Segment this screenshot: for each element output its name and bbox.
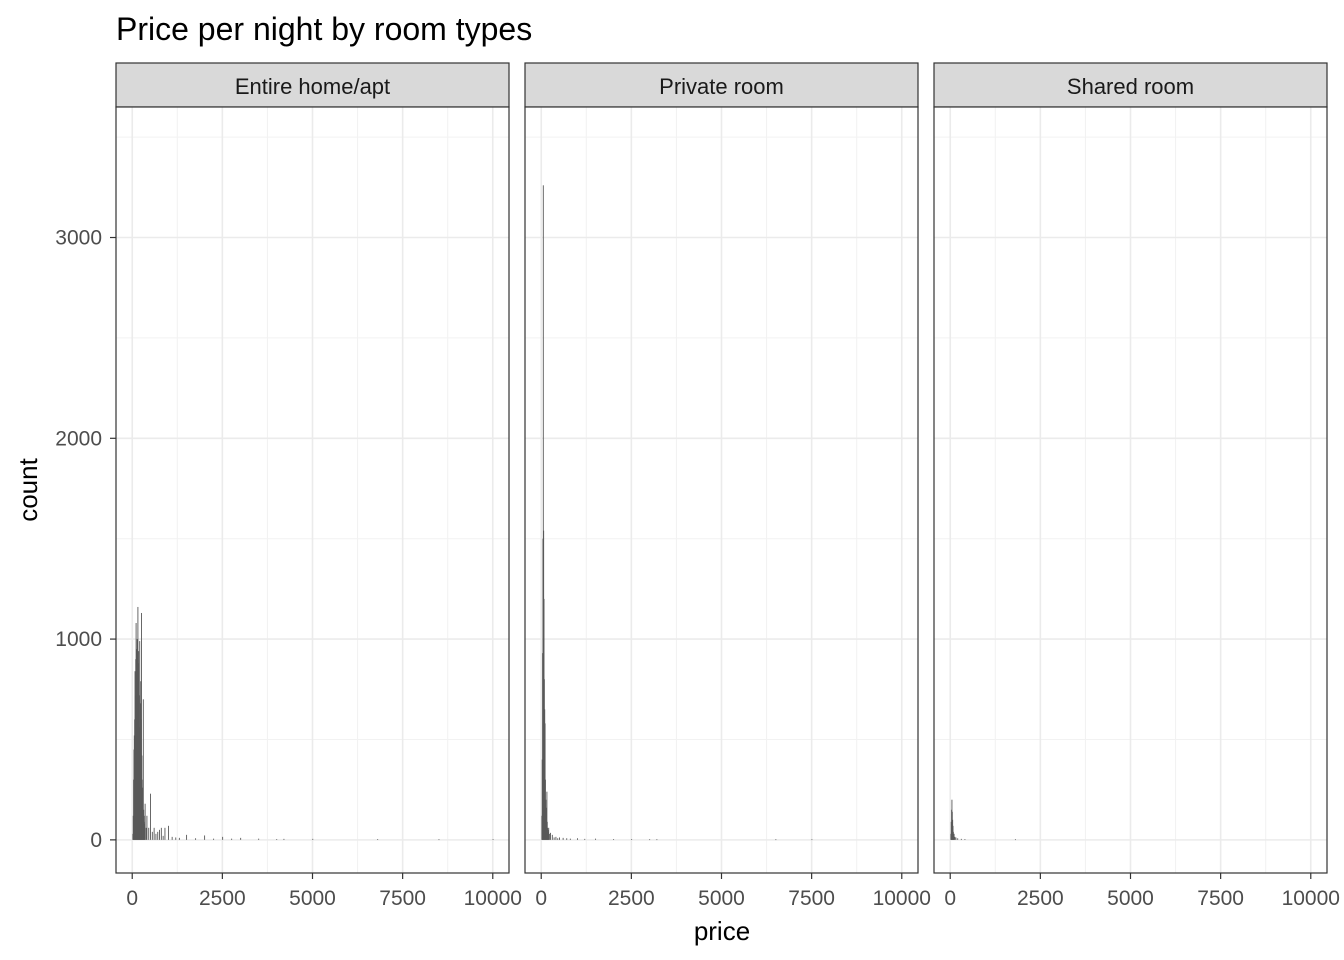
histogram-bar xyxy=(656,839,658,841)
histogram-bar xyxy=(562,837,564,840)
histogram-bar xyxy=(240,837,242,840)
histogram-bar xyxy=(175,837,177,840)
histogram-bar xyxy=(186,834,188,840)
histogram-bar xyxy=(546,791,548,840)
histogram-bar xyxy=(148,827,150,840)
histogram-bar xyxy=(283,838,285,840)
y-tick-label: 1000 xyxy=(55,628,102,651)
facet-strip-label: Entire home/apt xyxy=(235,74,390,99)
histogram-bar xyxy=(258,838,260,840)
histogram-bar xyxy=(312,838,314,840)
histogram-bar xyxy=(557,838,559,840)
histogram-bar xyxy=(548,833,550,840)
histogram-bar xyxy=(1014,839,1016,841)
facet-panel: Private room 0 2500 5000 7500 10000 xyxy=(524,62,931,910)
histogram-bar xyxy=(159,829,160,840)
y-tick-label: 2000 xyxy=(55,427,102,450)
x-tick-label: 10000 xyxy=(464,887,522,910)
histogram-bar xyxy=(195,838,197,840)
x-tick-label: 7500 xyxy=(1197,887,1244,910)
histogram-bars xyxy=(132,606,494,841)
facet-strip-label: Private room xyxy=(659,74,784,99)
y-tick-label: 3000 xyxy=(55,227,102,250)
histogram-bar xyxy=(141,612,142,840)
histogram-bar xyxy=(957,838,959,840)
histogram-bar xyxy=(438,839,440,841)
x-tick-label: 0 xyxy=(126,887,138,910)
x-tick-label: 5000 xyxy=(289,887,336,910)
histogram-bar xyxy=(168,825,169,840)
histogram-bar xyxy=(649,839,651,841)
histogram-bars xyxy=(541,185,813,841)
histogram-bar xyxy=(144,803,146,840)
histogram-bar xyxy=(775,839,777,841)
histogram-bar xyxy=(954,836,956,840)
histogram-bar xyxy=(492,839,494,840)
histogram-bar xyxy=(153,827,155,840)
histogram-bar xyxy=(964,839,966,840)
x-tick-label: 7500 xyxy=(788,887,835,910)
histogram-bar xyxy=(542,185,544,840)
x-tick-label: 2500 xyxy=(1017,887,1064,910)
histogram-bar xyxy=(151,831,153,840)
histogram-bar xyxy=(811,839,813,841)
histogram-bar xyxy=(146,815,148,840)
histogram-bar xyxy=(551,834,553,840)
histogram-bar xyxy=(559,837,560,840)
histogram-bar xyxy=(595,838,597,840)
histogram-bar xyxy=(162,835,164,840)
x-tick-label: 2500 xyxy=(608,887,655,910)
histogram-bar xyxy=(145,827,147,840)
y-tick-label: 0 xyxy=(90,829,102,852)
x-tick-label: 5000 xyxy=(698,887,745,910)
facet-panel: Shared room 0 2500 5000 7500 10000 xyxy=(933,62,1340,910)
facet-strip xyxy=(933,62,1328,108)
histogram-bar xyxy=(960,838,962,840)
histogram-bar xyxy=(377,839,379,840)
histogram-bars xyxy=(950,799,1016,841)
y-axis: 0 1000 2000 3000 xyxy=(55,227,116,852)
histogram-bar xyxy=(631,839,633,840)
facet-strip xyxy=(115,62,510,108)
histogram-bar xyxy=(569,838,571,840)
histogram-bar xyxy=(566,838,568,840)
x-tick-label: 7500 xyxy=(379,887,426,910)
x-tick-label: 5000 xyxy=(1107,887,1154,910)
facet-strip-label: Shared room xyxy=(1067,74,1194,99)
histogram-bar xyxy=(953,833,955,840)
x-tick-label: 2500 xyxy=(199,887,246,910)
histogram-bar xyxy=(548,827,550,840)
histogram-bar xyxy=(577,838,578,840)
histogram-bar xyxy=(222,836,224,840)
x-tick-label: 0 xyxy=(535,887,547,910)
histogram-bar xyxy=(178,837,180,840)
x-tick-label: 10000 xyxy=(1282,887,1340,910)
histogram-bar xyxy=(204,835,206,840)
histogram-bar xyxy=(150,793,151,840)
histogram-bar xyxy=(231,838,233,840)
x-axis-title: price xyxy=(694,916,750,946)
histogram-bar xyxy=(171,836,173,840)
y-axis-title: count xyxy=(13,457,43,521)
histogram-bar xyxy=(157,831,159,840)
histogram-bar xyxy=(164,827,166,840)
histogram-bar xyxy=(613,839,615,840)
histogram-bar xyxy=(955,837,957,840)
x-tick-label: 0 xyxy=(944,887,956,910)
histogram-bar xyxy=(276,839,278,840)
histogram-bar xyxy=(553,837,555,840)
histogram-bar xyxy=(142,699,144,840)
histogram-bar xyxy=(555,836,557,840)
x-tick-label: 10000 xyxy=(873,887,931,910)
histogram-bar xyxy=(584,838,586,840)
histogram-bar xyxy=(213,838,215,840)
facet-strip xyxy=(524,62,919,108)
facet-panel: Entire home/apt 0 2500 5000 7500 10000 xyxy=(115,62,522,910)
histogram-bar xyxy=(160,827,162,840)
chart-title: Price per night by room types xyxy=(116,11,532,47)
histogram-bar xyxy=(550,832,551,840)
histogram-bar xyxy=(155,833,157,840)
